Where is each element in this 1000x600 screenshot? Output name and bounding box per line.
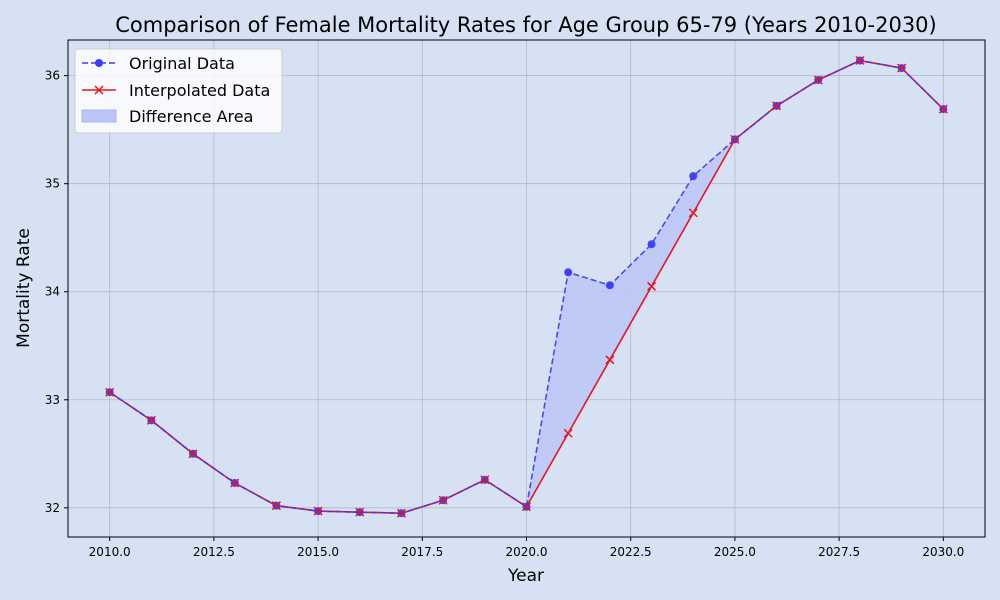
interpolated-data-point: [146, 415, 156, 425]
original-data-point: [564, 268, 573, 277]
y-tick-label: 32: [45, 501, 60, 515]
legend-interpolated-label: Interpolated Data: [129, 81, 270, 100]
x-axis-label: Year: [507, 566, 544, 586]
y-tick-label: 35: [45, 177, 60, 191]
interpolated-data-point: [772, 101, 782, 111]
x-tick-label: 2020.0: [506, 545, 548, 559]
y-tick-label: 33: [45, 393, 60, 407]
legend-interpolated-marker: [94, 85, 104, 95]
original-data-line: [109, 59, 944, 515]
x-tick-label: 2012.5: [193, 545, 235, 559]
y-axis-label: Mortality Rate: [14, 228, 34, 348]
interpolated-data-point: [521, 502, 532, 512]
interpolated-data-point: [688, 208, 698, 218]
series-markers: [105, 55, 948, 518]
x-tick-label: 2022.5: [610, 545, 652, 559]
y-tick-label: 34: [45, 285, 60, 299]
x-tick-label: 2010.0: [89, 545, 131, 559]
interpolated-data-point: [730, 134, 740, 144]
original-data-point: [689, 172, 698, 181]
interpolated-data-point: [230, 478, 240, 488]
legend-original-marker: [95, 59, 103, 67]
chart-title: Comparison of Female Mortality Rates for…: [115, 13, 936, 37]
legend-box: [74, 48, 283, 134]
interpolated-data-point: [897, 63, 907, 73]
legend-original-label: Original Data: [129, 54, 235, 73]
interpolated-data-point: [563, 428, 573, 438]
interpolated-data-point: [855, 55, 865, 66]
original-data-point: [605, 281, 614, 290]
interpolated-data-point: [605, 355, 615, 365]
x-tick-label: 2025.0: [714, 545, 756, 559]
x-tick-label: 2015.0: [297, 545, 339, 559]
original-data-point: [647, 240, 656, 249]
x-tick-label: 2027.5: [818, 545, 860, 559]
interpolated-data-point: [271, 501, 281, 511]
interpolated-data-point: [647, 281, 657, 291]
y-tick-label: 36: [45, 69, 60, 83]
x-tick-label: 2030.0: [922, 545, 964, 559]
interpolated-data-point: [938, 104, 948, 114]
x-axis-ticks: 2010.0 2012.5 2015.0 2017.5 2020.0 2022.5 2025…: [89, 537, 964, 559]
x-tick-label: 2017.5: [401, 545, 443, 559]
legend-difference-label: Difference Area: [129, 107, 253, 126]
y-axis-ticks: 32 33 34 35 36: [45, 69, 68, 515]
interpolated-data-point: [480, 475, 490, 485]
interpolated-data-point: [438, 495, 448, 505]
interpolated-data-point: [396, 508, 406, 518]
interpolated-data-point: [813, 75, 823, 85]
legend-difference-swatch: [81, 109, 117, 123]
interpolated-data-point: [355, 507, 365, 517]
interpolated-data-point: [105, 387, 115, 397]
interpolated-data-point: [313, 506, 323, 516]
legend: Original Data Interpolated Data Differen…: [74, 48, 283, 134]
interpolated-data-point: [188, 449, 198, 459]
